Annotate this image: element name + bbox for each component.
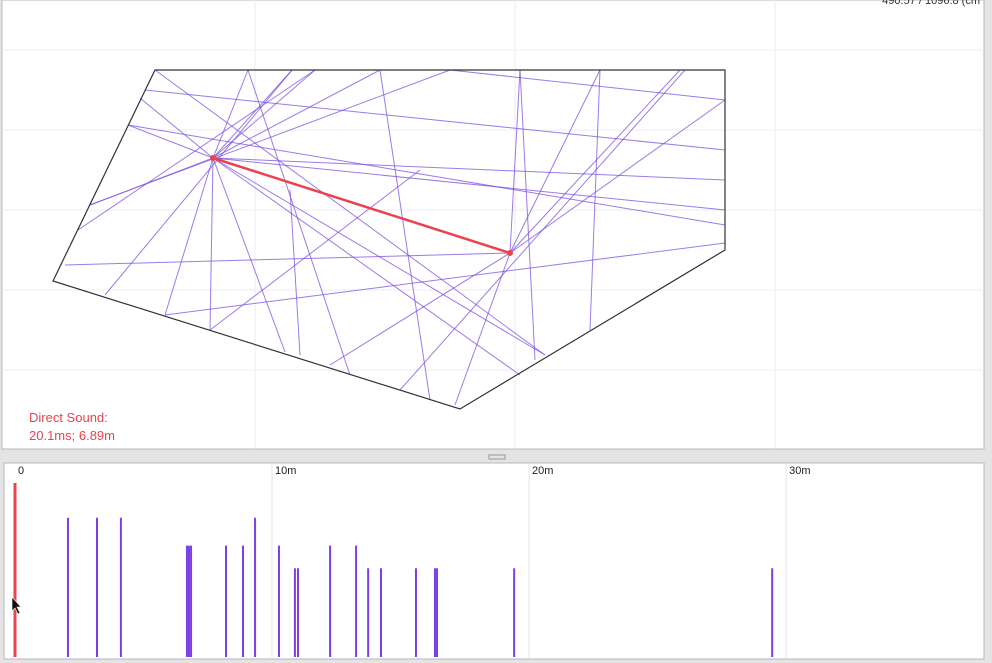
reflection-bar — [380, 568, 383, 657]
split-handle[interactable] — [488, 454, 506, 460]
reflection-bar — [329, 545, 332, 657]
receiver[interactable] — [507, 250, 513, 256]
reflection-bar — [367, 568, 370, 657]
direct-sound-bar — [13, 483, 17, 657]
x-tick-label: 0 — [18, 465, 24, 477]
reflection-bar — [66, 517, 69, 657]
room-view[interactable] — [1, 0, 985, 450]
cursor — [11, 596, 22, 615]
reflection-bar — [355, 545, 358, 657]
x-tick-label: 30m — [789, 465, 810, 477]
reflection-bar — [188, 545, 191, 657]
rays — [64, 69, 726, 406]
reflection-bar — [771, 568, 774, 657]
direct-sound-title: Direct Sound: — [29, 410, 108, 425]
reflection-bar — [185, 545, 188, 657]
room-outline — [52, 69, 726, 410]
reflection-bar — [513, 568, 516, 657]
echogram-panel — [3, 462, 985, 660]
room-grid — [2, 0, 984, 449]
reflection-bar — [119, 517, 122, 657]
reflection-bar — [225, 545, 228, 657]
reflection-bar — [95, 517, 98, 657]
direct-sound-value: 20.1ms; 6.89m — [29, 428, 115, 443]
reflection-bar — [277, 545, 280, 657]
reflection-bar — [241, 545, 244, 657]
source[interactable] — [210, 155, 216, 161]
reflection-bar — [254, 517, 257, 657]
reflection-bar — [433, 568, 436, 657]
reflection-bar — [296, 568, 299, 657]
reflection-bar — [414, 568, 417, 657]
reflection-bar — [293, 568, 296, 657]
reflection-bar — [190, 545, 193, 657]
direct-path — [212, 156, 511, 255]
coordinate-readout: 490.57 / 1096.8 (cm — [882, 0, 980, 7]
x-tick-label: 20m — [532, 465, 553, 477]
reflection-bar — [436, 568, 439, 657]
echogram: 0 10m 20m 30m — [13, 464, 810, 658]
x-tick-label: 10m — [275, 465, 296, 477]
